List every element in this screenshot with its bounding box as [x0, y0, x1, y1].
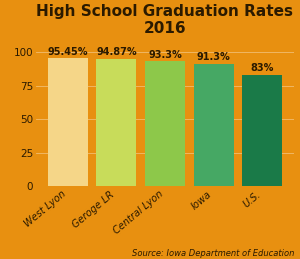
Text: 94.87%: 94.87%	[96, 47, 137, 57]
Bar	[48, 58, 88, 186]
Text: 83%: 83%	[250, 63, 274, 73]
Bar	[194, 64, 234, 186]
Bar	[96, 59, 136, 186]
Text: 95.45%: 95.45%	[47, 47, 88, 57]
Bar	[145, 61, 185, 186]
Text: 93.3%: 93.3%	[148, 49, 182, 60]
Text: 91.3%: 91.3%	[197, 52, 230, 62]
Title: High School Graduation Rates
2016: High School Graduation Rates 2016	[37, 4, 293, 36]
Bar	[242, 75, 282, 186]
Text: Source: Iowa Department of Education: Source: Iowa Department of Education	[132, 249, 294, 258]
